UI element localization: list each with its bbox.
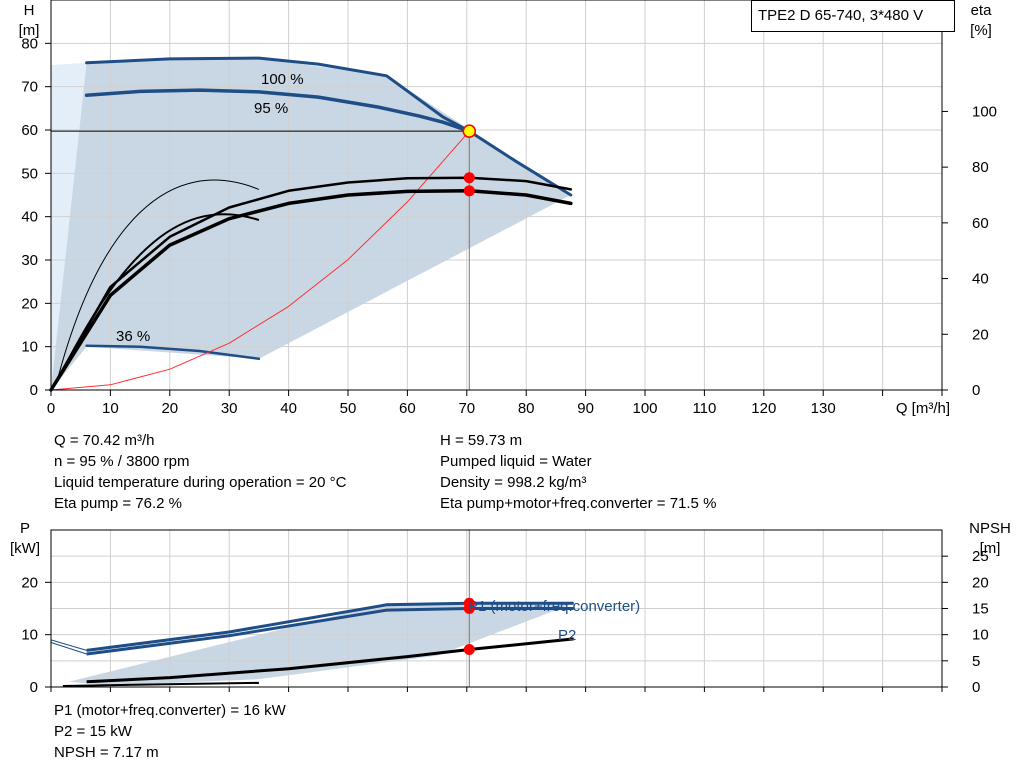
curve-npsh <box>86 637 574 684</box>
eta-pump-curve <box>49 176 573 392</box>
eta-total-low-speed-curve <box>56 213 260 383</box>
info-npsh: NPSH = 7.17 m <box>54 744 159 761</box>
info-flow: Q = 70.42 m³/h <box>54 432 155 449</box>
x-tick-label: 90 <box>577 400 594 417</box>
x-tick-label: 10 <box>102 400 119 417</box>
y-tick-label-right: 20 <box>972 326 989 343</box>
x-tick-label: 80 <box>518 400 535 417</box>
y-tick-label-left-bottom: 20 <box>21 574 38 591</box>
y-axis-label-eta: eta <box>971 2 993 19</box>
info-bottom: P1 (motor+freq.converter) = 16 kW P2 = 1… <box>54 700 286 763</box>
curve-95-percent <box>84 88 472 133</box>
y-tick-label-right: 0 <box>972 382 980 399</box>
y-tick-label-right-bottom: 5 <box>972 653 980 670</box>
y-axis-unit-npsh: [m] <box>980 540 1001 557</box>
x-tick-label: 0 <box>47 400 55 417</box>
y-tick-label-right-bottom: 20 <box>972 574 989 591</box>
y-tick-label-left: 80 <box>21 35 38 52</box>
x-axis-label: Q [m³/h] <box>896 400 950 417</box>
y-tick-label-left-bottom: 0 <box>30 679 38 696</box>
y-axis-unit-eta: [%] <box>970 22 992 39</box>
y-tick-label-right-bottom: 25 <box>972 548 989 565</box>
x-tick-label: 60 <box>399 400 416 417</box>
y-tick-label-left: 30 <box>21 252 38 269</box>
y-axis-label-npsh: NPSH <box>969 520 1011 537</box>
info-p2: P2 = 15 kW <box>54 723 132 740</box>
y-axis-label-h: H <box>24 2 35 19</box>
info-liquid-temp: Liquid temperature during operation = 20… <box>54 474 347 491</box>
curve-p2 <box>86 607 574 656</box>
info-right: H = 59.73 m Pumped liquid = Water Densit… <box>440 430 716 514</box>
power-low-speed-lines <box>50 639 87 655</box>
y-tick-label-left: 40 <box>21 209 38 226</box>
label-95-percent: 95 % <box>254 100 288 117</box>
y-tick-label-left-bottom: 10 <box>21 627 38 644</box>
y-tick-label-right-bottom: 10 <box>972 627 989 644</box>
info-pumped-liquid: Pumped liquid = Water <box>440 453 592 470</box>
y-tick-label-left: 10 <box>21 339 38 356</box>
y-tick-label-left: 70 <box>21 79 38 96</box>
chart-title: TPE2 D 65-740, 3*480 V <box>758 7 924 24</box>
curve-36-percent <box>85 344 261 361</box>
x-tick-label: 100 <box>632 400 657 417</box>
label-100-percent: 100 % <box>261 71 304 88</box>
info-left: Q = 70.42 m³/h n = 95 % / 3800 rpm Liqui… <box>54 430 346 514</box>
y-tick-label-right-bottom: 0 <box>972 679 980 696</box>
eta-total-curve <box>49 189 573 392</box>
x-tick-label: 120 <box>751 400 776 417</box>
y-tick-label-left: 60 <box>21 122 38 139</box>
chart-title-box: TPE2 D 65-740, 3*480 V <box>751 0 955 32</box>
y-tick-label-right-bottom: 15 <box>972 601 989 618</box>
top-plot-frame <box>50 0 943 391</box>
y-tick-label-left: 50 <box>21 165 38 182</box>
operating-envelope-h <box>51 57 571 391</box>
y-tick-label-right: 100 <box>972 103 997 120</box>
label-36-percent: 36 % <box>116 328 150 345</box>
eta-pump-low-speed-curve <box>56 179 260 382</box>
x-tick-label: 110 <box>692 400 716 417</box>
x-tick-label: 130 <box>811 400 836 417</box>
y-tick-label-right: 60 <box>972 215 989 232</box>
y-tick-label-left: 0 <box>30 382 38 399</box>
curve-p1 <box>86 601 574 652</box>
npsh-marker <box>463 643 475 655</box>
system-curve <box>50 130 470 391</box>
y-axis-unit-h: [m] <box>19 22 40 39</box>
info-eta-pump: Eta pump = 76.2 % <box>54 495 182 512</box>
info-p1: P1 (motor+freq.converter) = 16 kW <box>54 702 286 719</box>
y-axis-label-p: P <box>20 520 30 537</box>
info-eta-total: Eta pump+motor+freq.converter = 71.5 % <box>440 495 717 512</box>
x-tick-label: 20 <box>161 400 178 417</box>
p2-marker <box>463 603 475 614</box>
info-head: H = 59.73 m <box>440 432 523 449</box>
x-tick-label: 30 <box>221 400 238 417</box>
label-p2: P2 <box>558 627 576 644</box>
y-tick-label-left: 20 <box>21 295 38 312</box>
operating-envelope-p <box>68 603 574 686</box>
operating-point-marker <box>462 124 477 138</box>
x-tick-label: 40 <box>280 400 297 417</box>
npsh-low-speed-line <box>62 681 259 687</box>
y-axis-unit-p: [kW] <box>10 540 40 557</box>
eta-pump-marker <box>463 172 475 184</box>
label-p1: P1 (motor+freq.converter) <box>468 598 640 615</box>
x-tick-label: 70 <box>458 400 475 417</box>
y-tick-label-right: 80 <box>972 159 989 176</box>
info-speed: n = 95 % / 3800 rpm <box>54 453 190 470</box>
x-tick-label: 50 <box>340 400 357 417</box>
eta-total-marker <box>463 185 475 197</box>
y-tick-label-right: 40 <box>972 271 989 288</box>
info-density: Density = 998.2 kg/m³ <box>440 474 587 491</box>
curve-100-percent <box>85 56 573 197</box>
